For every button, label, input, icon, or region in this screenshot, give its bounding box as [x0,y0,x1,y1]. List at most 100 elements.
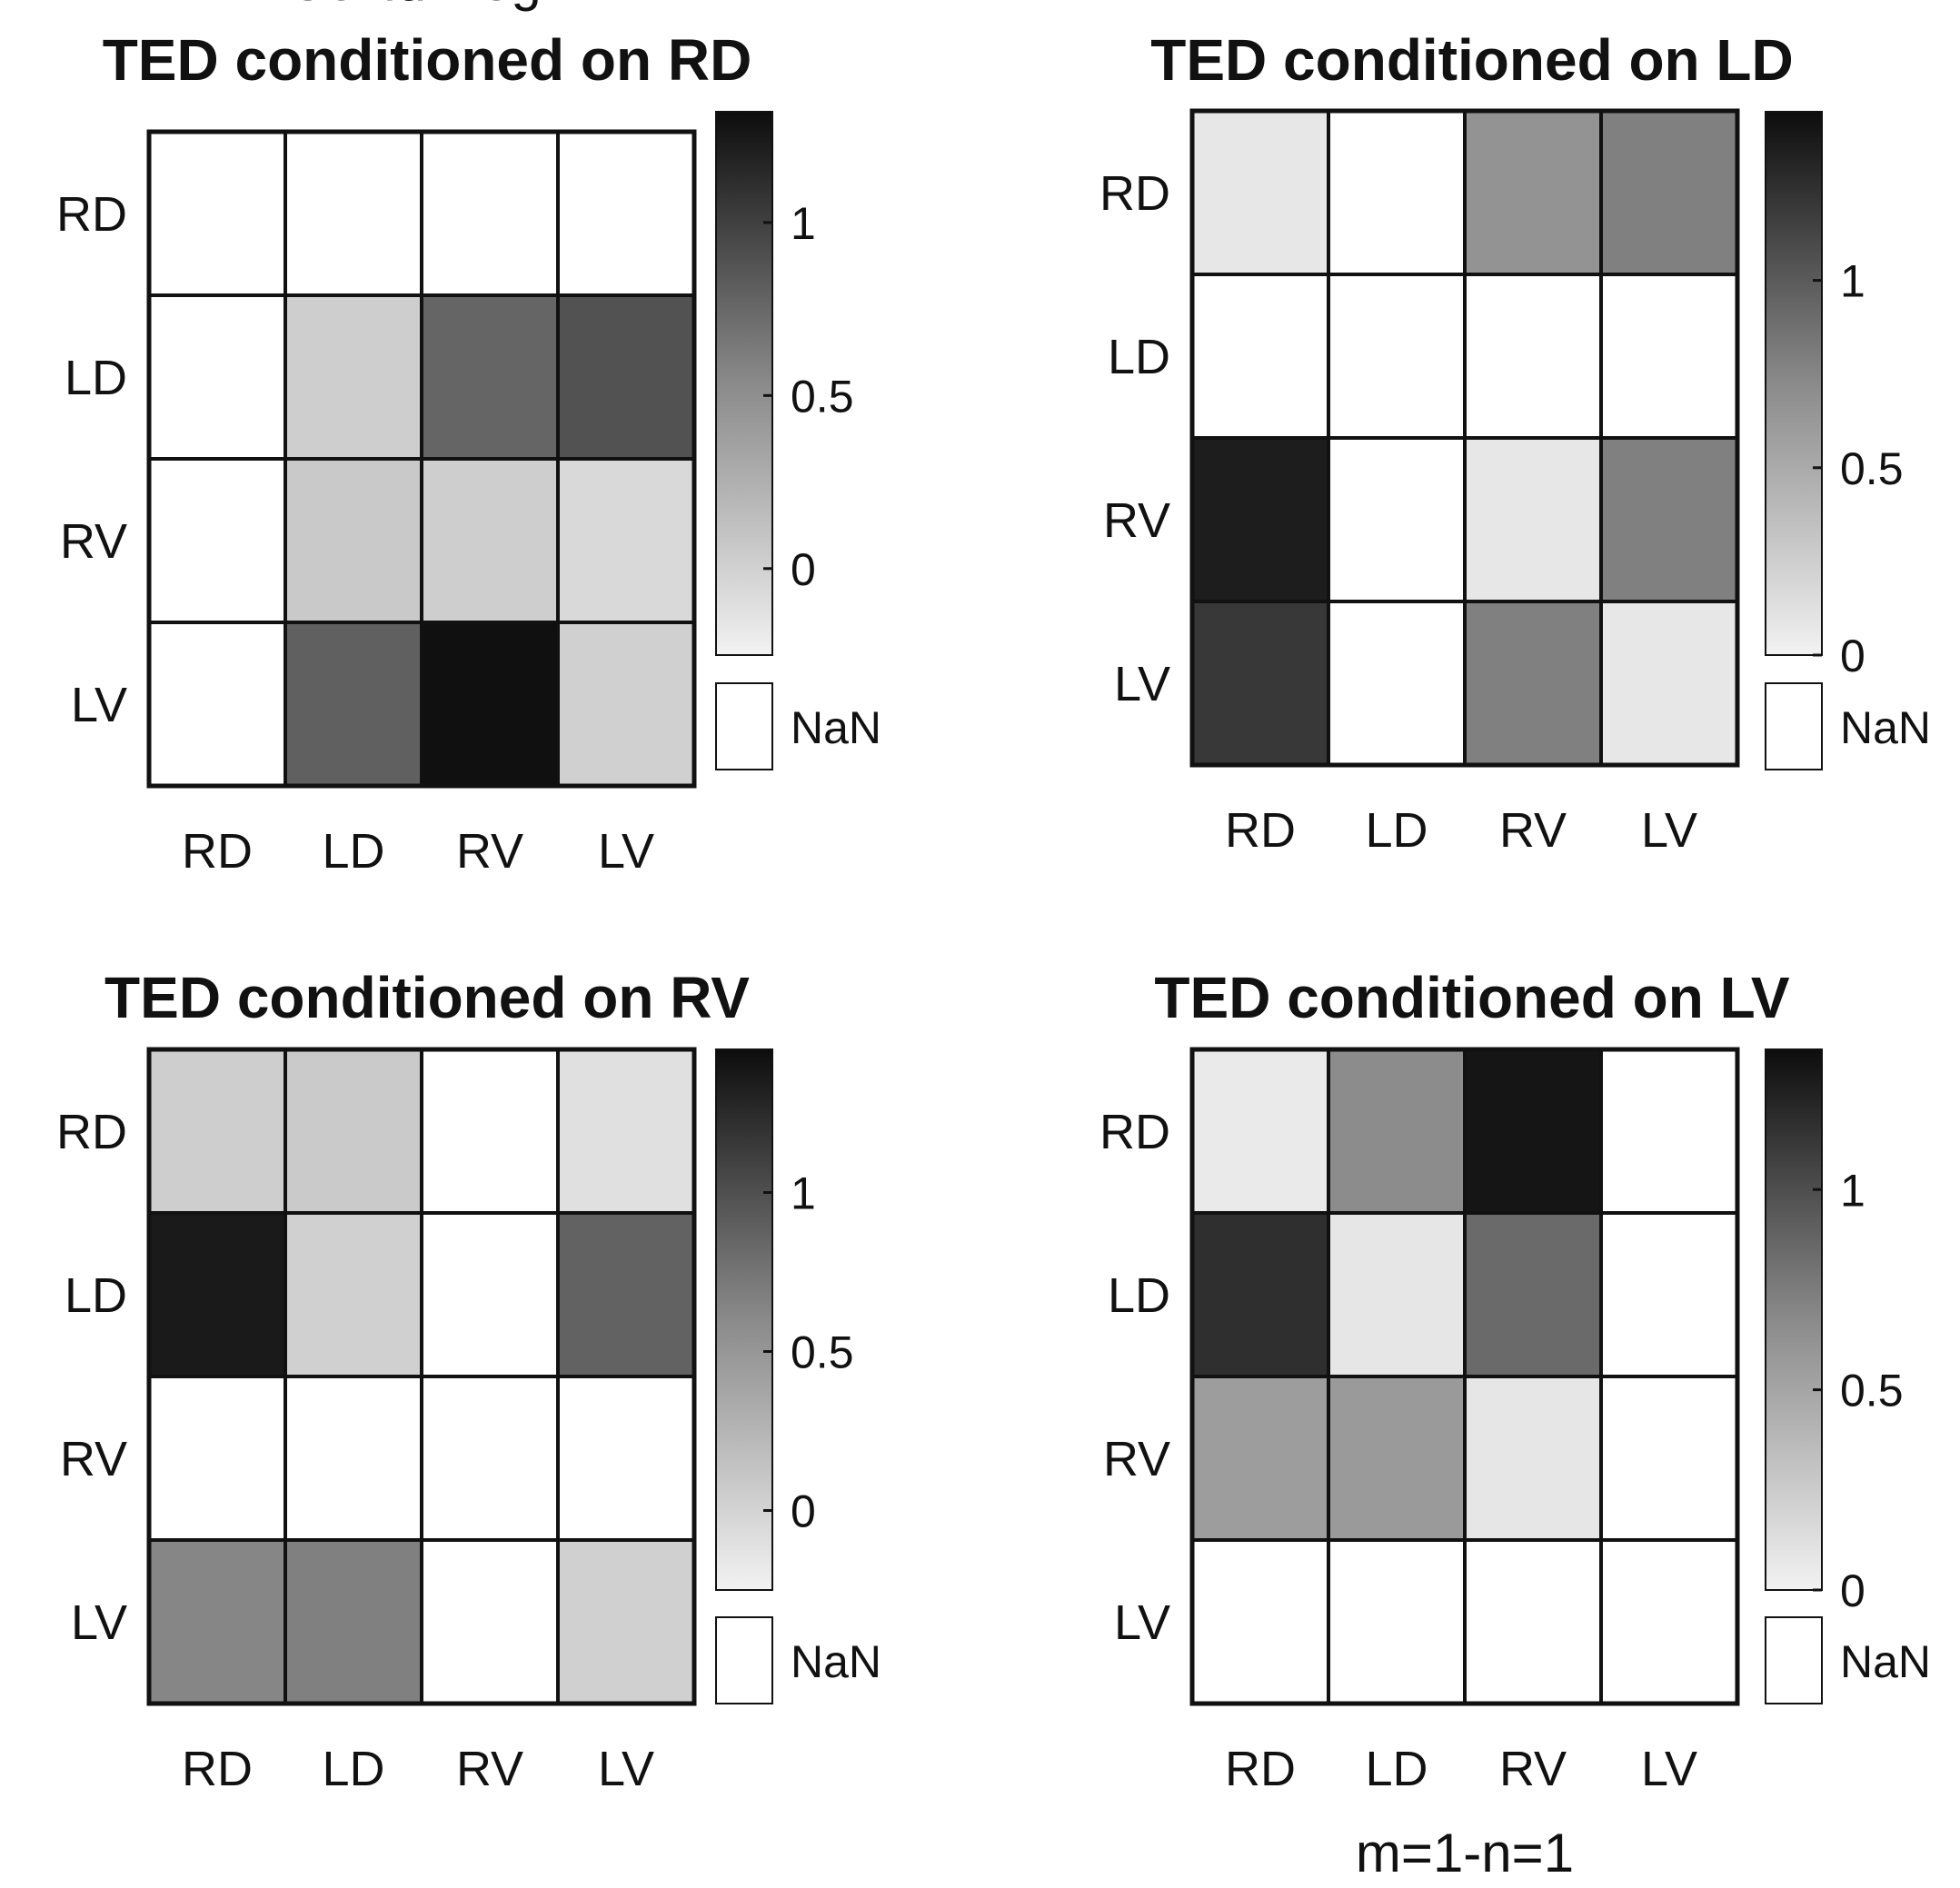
heatmap-cell-r1-c2 [284,1048,423,1215]
row-label: LV [71,1595,127,1650]
colorbar [1765,111,1823,656]
heatmap-cell-r3-c4 [556,457,696,624]
heatmap-cell-r3-c2 [1327,1375,1467,1542]
colorbar [715,1048,773,1591]
nan-swatch [1765,1616,1823,1704]
col-label: RV [456,824,523,879]
col-label: LD [1365,1742,1428,1796]
heatmap-border [1189,1047,1740,1706]
col-label: RV [1499,803,1567,858]
heatmap-cell-r3-c2 [284,457,423,624]
heatmap-cell-r4-c3 [420,621,560,788]
heatmap-cell-r2-c1 [147,1211,287,1378]
panel-title: TED conditioned on LV [1154,965,1790,1030]
heatmap-cell-r3-c4 [556,1375,696,1542]
panel-title: TED conditioned on RD [103,27,752,93]
nan-swatch [1765,682,1823,770]
heatmap-cell-r2-c4 [1599,273,1739,440]
heatmap-cell-r2-c2 [1327,1211,1467,1378]
heatmap-cell-r3-c1 [1190,1375,1330,1542]
row-label: LD [1108,1268,1170,1323]
nan-label: NaN [791,702,881,753]
heatmap-cell-r2-c1 [1190,273,1330,440]
x-axis-label: m=1-n=1 [1356,1823,1574,1883]
col-label: LD [1365,803,1428,858]
heatmap-cell-r4-c1 [1190,1538,1330,1705]
row-label: RV [1103,493,1170,548]
nan-swatch [715,1616,773,1704]
heatmap-cell-r3-c2 [284,1375,423,1542]
heatmap-cell-r3-c3 [1463,1375,1603,1542]
heatmap-cell-r4-c1 [147,621,287,788]
heatmap-cell-r3-c1 [1190,436,1330,603]
heatmap-cell-r2-c4 [556,1211,696,1378]
heatmap-cell-r4-c1 [1190,600,1330,767]
heatmap-cell-r4-c3 [1463,1538,1603,1705]
heatmap-cell-r1-c4 [556,130,696,297]
panel-title: TED conditioned on LD [1150,27,1793,93]
row-label: RD [1099,166,1170,221]
heatmap-cell-r3-c1 [147,457,287,624]
colorbar [1765,1048,1823,1591]
col-label: LV [598,1742,654,1796]
heatmap-cell-r3-c3 [420,1375,560,1542]
heatmap-cell-r1-c2 [284,130,423,297]
colorbar-tick-label: 0.5 [791,1327,854,1378]
col-label: RD [182,824,253,879]
heatmap-cell-r4-c1 [147,1538,287,1705]
nan-label: NaN [1840,702,1931,753]
heatmap-cell-r3-c4 [1599,1375,1739,1542]
panel-title: TED conditioned on RV [104,965,750,1030]
col-label: LD [322,824,384,879]
heatmap-cell-r4-c2 [284,621,423,788]
nan-label: NaN [791,1636,881,1687]
colorbar-tick-label: 0 [791,1486,816,1537]
col-label: RD [1225,803,1296,858]
row-label: LD [1108,330,1170,384]
heatmap-cell-r3-c1 [147,1375,287,1542]
row-label: RV [60,514,127,569]
heatmap-cell-r4-c2 [1327,1538,1467,1705]
heatmap-cell-r4-c2 [1327,600,1467,767]
heatmap-cell-r2-c3 [1463,1211,1603,1378]
colorbar-tick-label: 0.5 [1840,443,1904,494]
heatmap-cell-r2-c4 [1599,1211,1739,1378]
heatmap-cell-r3-c3 [420,457,560,624]
heatmap-cell-r3-c4 [1599,436,1739,603]
heatmap-cell-r3-c2 [1327,436,1467,603]
heatmap-cell-r2-c3 [420,1211,560,1378]
heatmap-cell-r2-c4 [556,293,696,461]
heatmap-panel-1: TED conditioned on RD RD LD RV LV RD LD RV LV 0 0.… [56,0,881,879]
row-label: RD [56,1105,127,1159]
heatmap-cell-r1-c3 [1463,1048,1603,1215]
row-label: RV [60,1432,127,1486]
col-label: LV [1641,803,1697,858]
colorbar-tick-label: 1 [791,198,816,249]
colorbar-tick-label: 1 [1840,1165,1865,1216]
col-label: LD [322,1742,384,1796]
colorbar-tick-label: 0.5 [791,371,854,422]
heatmap-cell-r1-c2 [1327,109,1467,276]
heatmap-cell-r3-c3 [1463,436,1603,603]
heatmap-cell-r4-c4 [556,1538,696,1705]
heatmap-cell-r4-c2 [284,1538,423,1705]
heatmap-cell-r1-c3 [1463,109,1603,276]
heatmap-panel-2: TED conditioned on LD RD LD RV LV RD LD RV LV 0 0.… [1099,27,1931,858]
row-label: LV [1114,657,1170,711]
heatmap-cell-r1-c3 [420,130,560,297]
heatmap-cell-r1-c1 [1190,109,1330,276]
col-label: RD [182,1742,253,1796]
heatmap-cell-r1-c2 [1327,1048,1467,1215]
colorbar-tick-label: 0.5 [1840,1366,1904,1416]
heatmap-cell-r1-c1 [1190,1048,1330,1215]
col-label: LV [598,824,654,879]
row-label: LV [1114,1595,1170,1650]
col-label: RV [456,1742,523,1796]
col-label: RV [1499,1742,1567,1796]
heatmap-cell-r2-c2 [284,293,423,461]
heatmap-cell-r2-c2 [284,1211,423,1378]
colorbar [715,111,773,656]
heatmap-cell-r4-c4 [1599,1538,1739,1705]
heatmap-border [146,1047,697,1706]
